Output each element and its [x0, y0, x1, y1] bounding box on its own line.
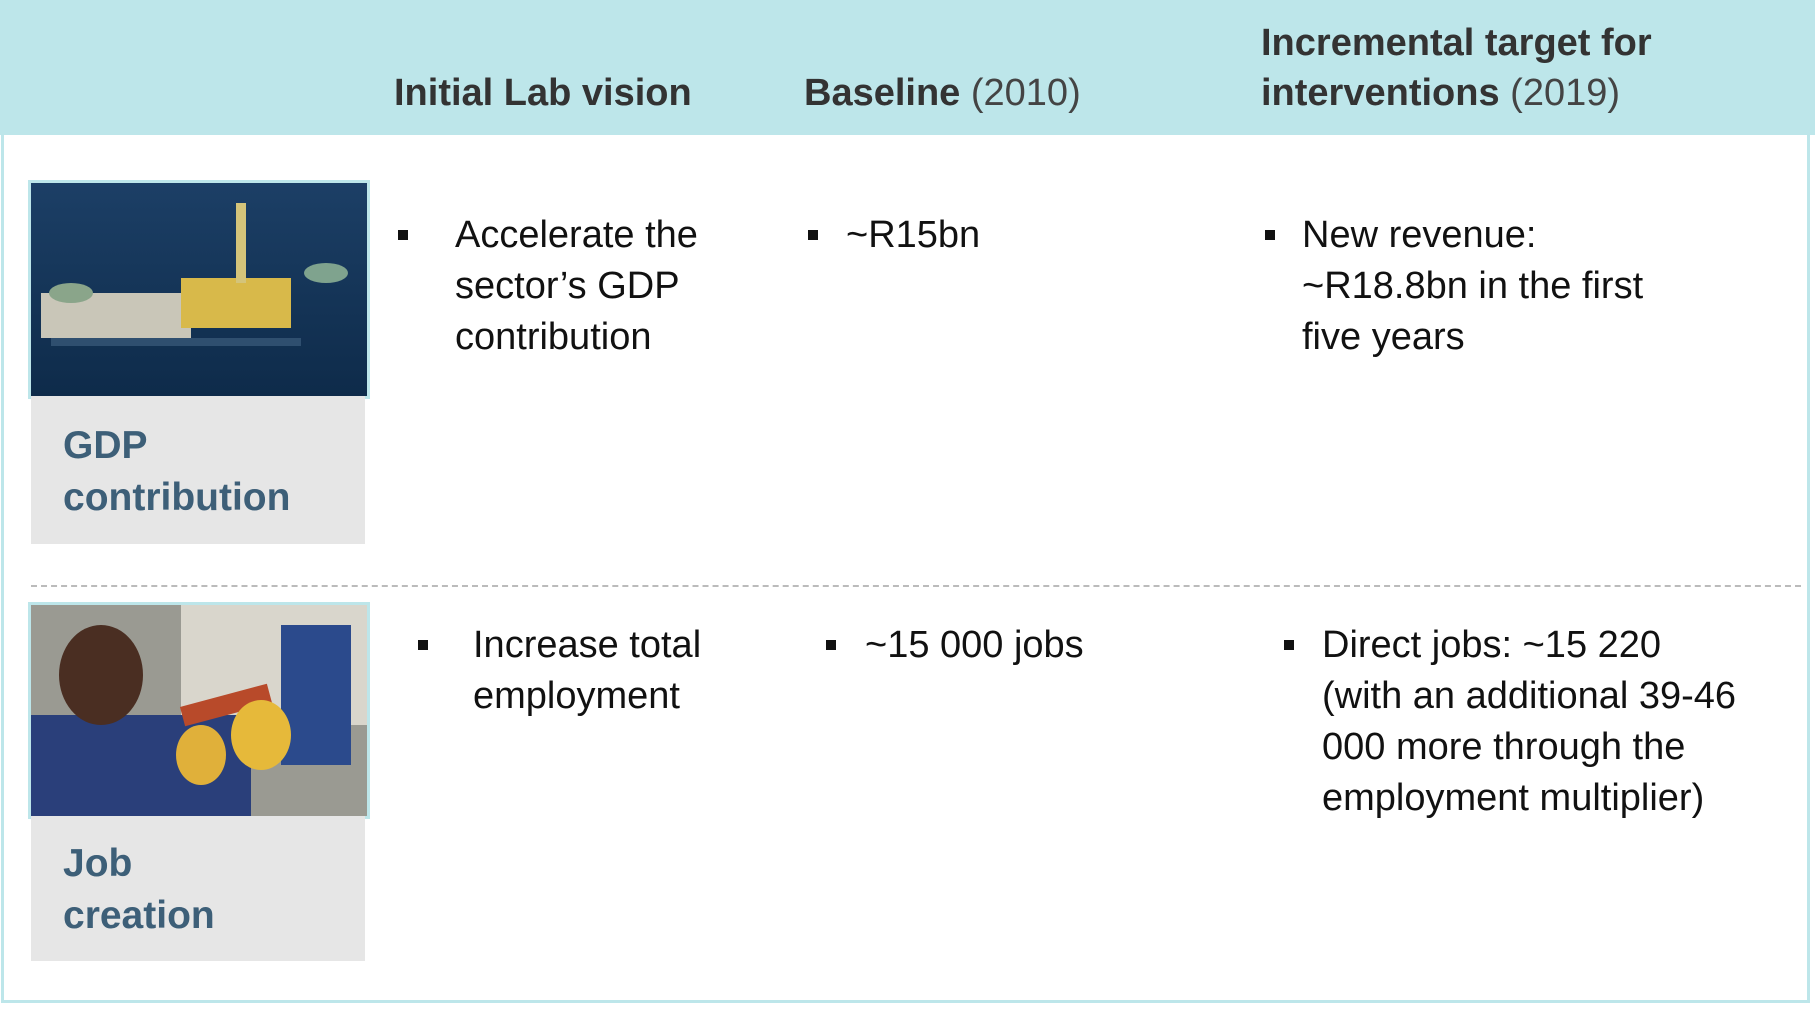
- target-text: New revenue: ~R18.8bn in the first five …: [1302, 210, 1702, 363]
- bullet: [826, 640, 836, 650]
- vision-text: Accelerate the sector’s GDP contribution: [455, 210, 745, 363]
- row-label-box: GDP contribution: [31, 396, 365, 544]
- vision-text: Increase total employment: [473, 620, 763, 722]
- bullet: [808, 230, 818, 240]
- baseline-text: ~R15bn: [846, 210, 1226, 261]
- header-year: (2019): [1510, 72, 1620, 114]
- page: Initial Lab vision Baseline (2010) Incre…: [0, 0, 1815, 1010]
- header-text: Baseline: [804, 72, 960, 114]
- bullet: [398, 230, 408, 240]
- column-header: Initial Lab vision: [394, 68, 692, 118]
- row-label: GDP contribution: [63, 420, 323, 524]
- bullet: [1284, 640, 1294, 650]
- row-label-box: Job creation: [31, 816, 365, 961]
- photo-worker: [31, 605, 367, 816]
- bullet: [418, 640, 428, 650]
- bullet: [1265, 230, 1275, 240]
- baseline-text: ~15 000 jobs: [865, 620, 1245, 671]
- header-year: (2010): [971, 72, 1081, 114]
- target-text: Direct jobs: ~15 220 (with an additional…: [1322, 620, 1747, 824]
- row-label: Job creation: [63, 838, 263, 942]
- column-header: Incremental target for interventions (20…: [1261, 18, 1721, 118]
- photo-oil-platform: [31, 183, 367, 396]
- column-header: Baseline (2010): [804, 68, 1081, 118]
- header-text: Initial Lab vision: [394, 72, 692, 114]
- row-divider: [31, 585, 1801, 587]
